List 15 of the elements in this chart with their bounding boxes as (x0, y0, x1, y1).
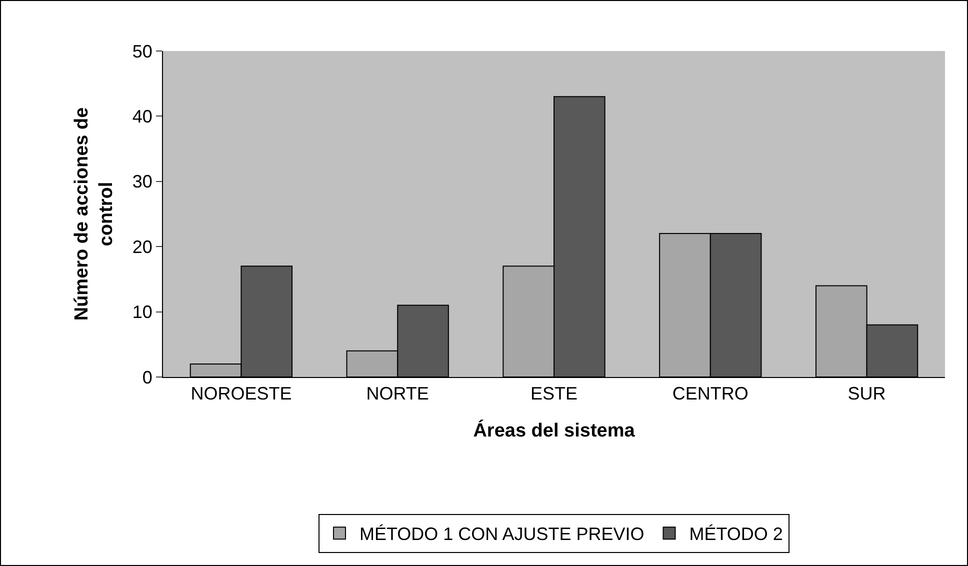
y-tick-label: 50 (132, 41, 152, 62)
y-tick-label: 0 (142, 367, 152, 388)
x-tick-label: CENTRO (672, 384, 748, 404)
y-axis-title: Número de acciones de control (72, 107, 118, 321)
legend-label: MÉTODO 2 (689, 524, 783, 544)
x-tick-label: ESTE (530, 384, 578, 404)
y-tick-label: 20 (132, 236, 152, 257)
x-tick-label: NORTE (366, 384, 429, 404)
x-axis-title: Áreas del sistema (473, 419, 636, 442)
y-tick-label: 10 (132, 302, 152, 322)
y-tick-label: 40 (132, 106, 152, 126)
legend-label: MÉTODO 1 CON AJUSTE PREVIO (360, 524, 644, 544)
x-tick-label: NOROESTE (190, 384, 292, 404)
y-tick-label: 30 (132, 172, 152, 192)
x-tick-label: SUR (848, 384, 886, 404)
